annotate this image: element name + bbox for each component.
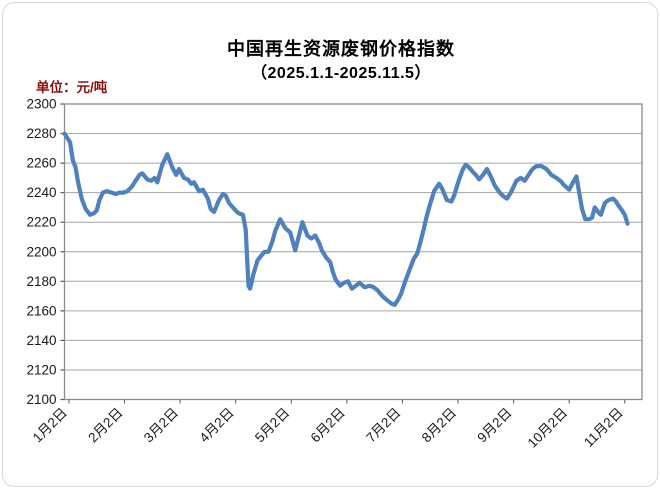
y-tick-label: 2240 <box>26 185 56 200</box>
unit-label: 单位：元/吨 <box>36 80 108 95</box>
x-tick-label: 10月2日 <box>525 405 571 451</box>
chart-subtitle: （2025.1.1-2025.11.5） <box>251 65 431 82</box>
y-tick-label: 2160 <box>26 303 56 318</box>
x-tick-label: 11月2日 <box>581 405 626 450</box>
x-tick-label: 8月2日 <box>419 405 459 445</box>
y-tick-label: 2100 <box>26 392 56 407</box>
y-tick-label: 2120 <box>26 362 56 377</box>
y-tick-label: 2280 <box>26 126 56 141</box>
x-tick-label: 7月2日 <box>363 405 403 445</box>
price-line <box>62 131 630 307</box>
plot-border <box>63 103 643 401</box>
x-tick-label: 6月2日 <box>308 405 348 445</box>
x-tick-label: 9月2日 <box>474 405 514 445</box>
x-tick-label: 1月2日 <box>30 405 70 445</box>
x-tick-label: 2月2日 <box>85 405 125 445</box>
y-tick-label: 2300 <box>26 97 56 112</box>
y-tick-label: 2220 <box>26 215 56 230</box>
y-tick-label: 2180 <box>26 274 56 289</box>
x-tick-label: 4月2日 <box>196 405 236 445</box>
y-tick-label: 2260 <box>26 156 56 171</box>
x-tick-label: 3月2日 <box>141 405 181 445</box>
chart-title-block: 中国再生资源废钢价格指数 （2025.1.1-2025.11.5） <box>0 36 660 85</box>
x-tick-label: 5月2日 <box>252 405 292 445</box>
chart-title: 中国再生资源废钢价格指数 <box>227 39 455 59</box>
y-tick-label: 2200 <box>26 244 56 259</box>
y-tick-label: 2140 <box>26 333 56 348</box>
